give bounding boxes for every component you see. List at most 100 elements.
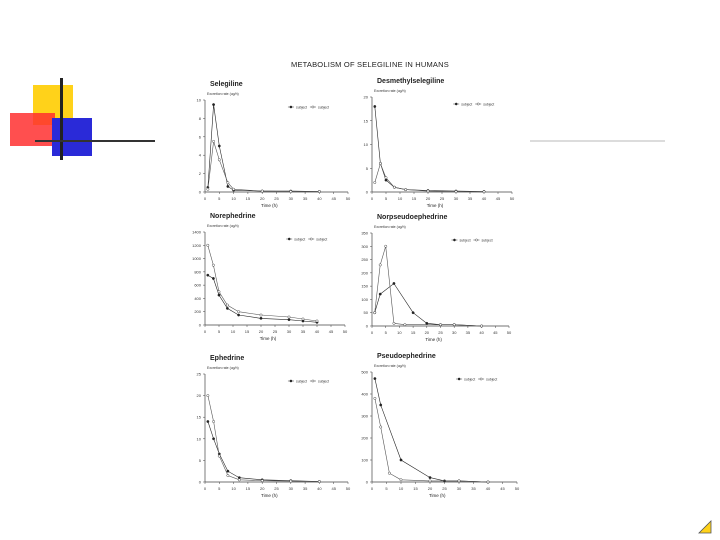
data-point <box>373 396 377 400</box>
legend-marker <box>289 105 293 109</box>
y-tick-label: 800 <box>194 269 201 274</box>
series-line <box>207 141 320 192</box>
x-tick-label: 40 <box>317 196 322 201</box>
data-point <box>211 277 215 280</box>
y-tick-label: 10 <box>364 142 369 147</box>
data-point <box>373 377 377 380</box>
x-tick-label: 5 <box>218 486 221 491</box>
y-tick-label: 400 <box>194 296 201 301</box>
data-point <box>287 318 291 322</box>
decorative-rule <box>530 140 665 142</box>
x-tick-label: 30 <box>454 196 459 201</box>
x-tick-label: 0 <box>371 196 374 201</box>
data-point <box>237 310 241 314</box>
x-tick-label: 30 <box>289 486 294 491</box>
y-tick-label: 20 <box>197 393 202 398</box>
data-point <box>428 479 432 483</box>
x-tick-label: 30 <box>289 196 294 201</box>
series-line <box>207 104 320 192</box>
data-point <box>378 292 382 296</box>
legend-entry: subject <box>318 105 329 109</box>
decorative-blue-square <box>52 118 92 156</box>
data-point <box>392 185 396 189</box>
legend-entry: subject <box>316 237 327 241</box>
x-tick-label: 15 <box>245 329 250 334</box>
legend-entry: subject <box>464 377 475 381</box>
y-tick-label: 0 <box>366 190 369 195</box>
data-point <box>452 323 456 327</box>
x-tick-label: 50 <box>346 196 351 201</box>
data-point <box>378 162 382 165</box>
legend-marker <box>479 377 483 381</box>
next-slide-arrow-icon[interactable] <box>698 520 712 534</box>
x-tick-label: 25 <box>442 486 447 491</box>
y-axis-label: Excretion rate (ug/h) <box>207 224 239 228</box>
series-line <box>374 398 489 483</box>
y-tick-label: 5 <box>366 166 369 171</box>
x-tick-label: 5 <box>385 330 388 335</box>
data-point <box>206 243 210 247</box>
x-tick-label: 20 <box>425 330 430 335</box>
data-point <box>384 178 388 182</box>
x-tick-label: 15 <box>412 196 417 201</box>
y-tick-label: 200 <box>361 270 368 275</box>
data-point <box>206 394 210 397</box>
x-axis-label: Time (h) <box>261 203 278 208</box>
data-point <box>225 303 229 307</box>
legend-marker <box>457 377 461 381</box>
data-point <box>212 103 215 107</box>
x-tick-label: 45 <box>496 196 501 201</box>
y-tick-label: 300 <box>361 244 368 249</box>
data-point <box>384 176 388 180</box>
data-point <box>428 476 432 479</box>
data-point <box>439 323 442 327</box>
y-tick-label: 6 <box>199 134 202 139</box>
data-point <box>260 479 264 483</box>
x-tick-label: 50 <box>515 486 520 491</box>
y-tick-label: 0 <box>199 323 202 328</box>
x-tick-label: 40 <box>482 196 487 201</box>
legend-marker <box>454 102 458 106</box>
x-tick-label: 15 <box>246 196 251 201</box>
data-point <box>260 189 264 193</box>
data-point <box>217 144 221 148</box>
data-point <box>425 321 429 325</box>
y-tick-label: 20 <box>364 95 369 100</box>
chart-title: Ephedrine <box>210 355 244 362</box>
x-tick-label: 15 <box>246 486 251 491</box>
data-point <box>226 181 230 185</box>
data-point <box>217 158 221 162</box>
x-tick-label: 50 <box>510 196 515 201</box>
chart-title: Selegiline <box>210 81 243 88</box>
x-tick-label: 10 <box>231 329 236 334</box>
data-point <box>373 181 377 184</box>
data-point <box>486 480 490 484</box>
x-tick-label: 5 <box>385 486 388 491</box>
x-tick-label: 25 <box>273 329 278 334</box>
data-point <box>287 315 291 319</box>
series-line <box>207 395 320 482</box>
legend-marker <box>287 237 291 241</box>
legend-marker <box>309 237 313 241</box>
chart-title: Norephedrine <box>210 213 256 220</box>
series-line <box>374 246 482 327</box>
y-axis-label: Excretion rate (ug/h) <box>374 364 406 368</box>
data-point <box>206 420 210 423</box>
x-tick-label: 10 <box>399 486 404 491</box>
x-tick-label: 45 <box>500 486 505 491</box>
y-tick-label: 0 <box>199 190 202 195</box>
y-tick-label: 1400 <box>192 230 202 235</box>
data-point <box>392 321 396 325</box>
y-axis-label: Excretion rate (ug/h) <box>207 366 239 370</box>
legend-marker <box>311 379 315 383</box>
y-axis-label: Excretion rate (ug/h) <box>374 89 406 93</box>
x-tick-label: 35 <box>471 486 476 491</box>
data-point <box>457 479 461 483</box>
data-point <box>289 479 293 483</box>
data-point <box>237 313 241 317</box>
data-point <box>226 185 230 188</box>
data-point <box>480 324 483 328</box>
y-tick-label: 1200 <box>192 243 202 248</box>
y-tick-label: 100 <box>361 297 368 302</box>
x-tick-label: 35 <box>301 329 306 334</box>
